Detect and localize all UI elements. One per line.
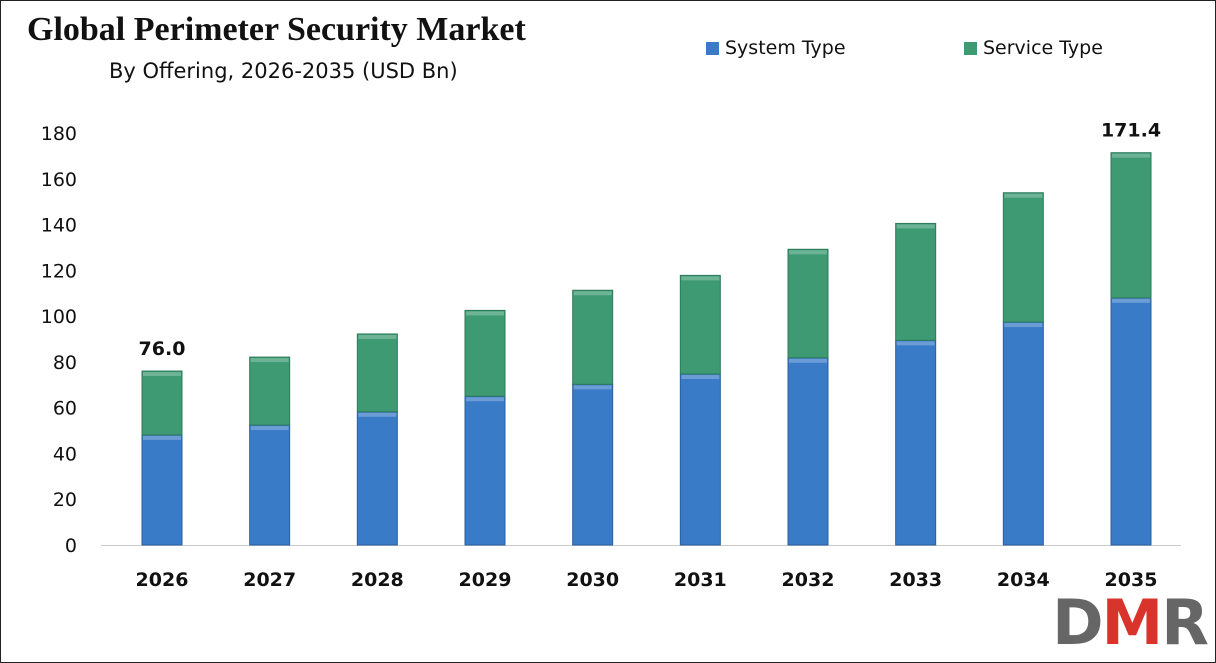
x-tick-label: 2031 (674, 569, 727, 591)
bar-highlight (250, 358, 289, 363)
bar-highlight (573, 291, 612, 296)
x-tick-label: 2033 (889, 569, 942, 591)
bar-system-2032 (787, 357, 829, 546)
y-tick-label: 40 (53, 443, 77, 465)
y-tick-label: 20 (53, 489, 77, 511)
y-tick-label: 60 (53, 398, 77, 420)
bar-service-2030 (572, 289, 614, 385)
x-tick-label: 2035 (1105, 569, 1158, 591)
bar-system-2030 (572, 383, 614, 546)
bar-service-2033 (895, 222, 937, 341)
y-tick-label: 160 (41, 169, 77, 191)
bar-highlight (358, 412, 397, 417)
legend-label: Service Type (983, 37, 1103, 59)
legend-swatch (964, 41, 977, 55)
bar-system-2033 (895, 339, 937, 546)
bar-highlight (789, 250, 827, 255)
bar-highlight (681, 276, 720, 281)
x-tick-label: 2032 (782, 569, 835, 591)
bar-highlight (896, 224, 935, 229)
bar-highlight (466, 397, 504, 402)
x-tick-label: 2026 (136, 569, 189, 591)
bar-system-2034 (1002, 321, 1044, 546)
bar-service-2034 (1002, 192, 1044, 323)
bar-highlight (1112, 153, 1150, 158)
bar-system-2027 (249, 424, 291, 546)
bar-highlight (896, 341, 935, 346)
bar-highlight (1004, 193, 1043, 198)
bar-highlight (358, 334, 397, 339)
bar-system-2026 (141, 434, 183, 546)
y-tick-label: 140 (41, 215, 77, 237)
bar-service-2031 (679, 274, 721, 375)
y-tick-label: 180 (41, 123, 77, 145)
x-tick-label: 2034 (997, 569, 1050, 591)
legend-item-system: System Type (706, 37, 846, 59)
bar-service-2026 (141, 370, 183, 436)
bar-service-2032 (787, 248, 829, 359)
x-tick-label: 2029 (459, 569, 512, 591)
legend-swatch (706, 41, 719, 55)
bar-system-2031 (679, 373, 721, 546)
bar-service-2027 (249, 356, 291, 426)
bar-highlight (143, 372, 181, 377)
bar-service-2035 (1110, 152, 1152, 299)
bar-highlight (143, 435, 181, 440)
y-tick-label: 80 (53, 352, 77, 374)
bar-system-2029 (464, 395, 506, 546)
bar-highlight (1112, 298, 1150, 303)
x-tick-label: 2027 (243, 569, 296, 591)
chart-subtitle: By Offering, 2026-2035 (USD Bn) (109, 59, 458, 83)
x-tick-label: 2028 (351, 569, 404, 591)
data-label: 171.4 (1101, 120, 1161, 142)
y-tick-label: 0 (65, 535, 77, 557)
bar-highlight (573, 385, 612, 390)
bar-highlight (789, 358, 827, 363)
y-tick-label: 120 (41, 260, 77, 282)
bar-system-2035 (1110, 297, 1152, 546)
bar-system-2028 (356, 411, 398, 546)
dmr-logo: DMR (1052, 586, 1209, 659)
legend-item-service: Service Type (964, 37, 1103, 59)
data-label: 76.0 (139, 338, 186, 360)
bar-service-2028 (356, 333, 398, 413)
bar-highlight (681, 375, 720, 380)
chart-title: Global Perimeter Security Market (27, 11, 526, 48)
bar-highlight (1004, 323, 1043, 328)
bar-highlight (466, 311, 504, 316)
legend-label: System Type (725, 37, 846, 59)
bar-highlight (250, 426, 289, 431)
bar-service-2029 (464, 309, 506, 397)
x-tick-label: 2030 (566, 569, 619, 591)
y-tick-label: 100 (41, 306, 77, 328)
